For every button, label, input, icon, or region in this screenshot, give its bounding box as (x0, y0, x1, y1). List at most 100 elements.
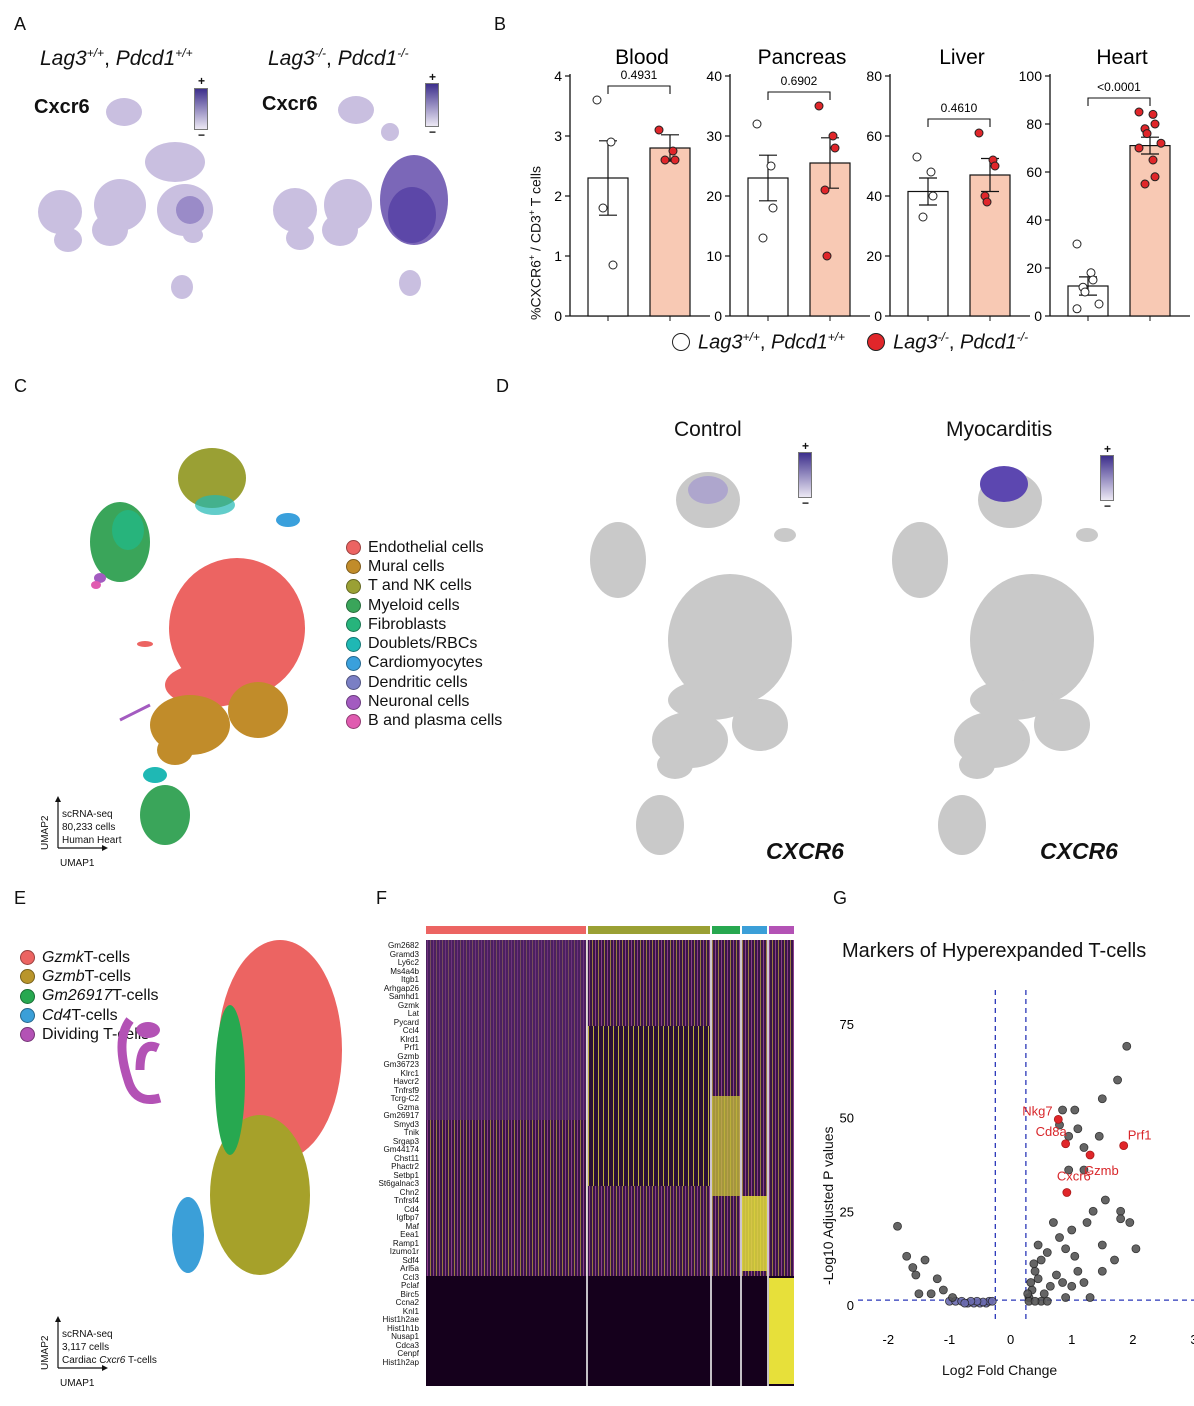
bar (1129, 144, 1171, 317)
umap-cluster (145, 142, 205, 182)
legend-item: B and plasma cells (346, 712, 502, 731)
scale-minus: − (802, 496, 810, 510)
volcano-point (914, 1289, 924, 1299)
legend-item: Cardiomyocytes (346, 654, 502, 673)
umap-cluster-dividing (117, 1017, 162, 1104)
panel-a-gene-left: Cxcr6 (34, 96, 90, 118)
panel-e-note: scRNA-seq 3,117 cells Cardiac Cxcr6 T-cell… (62, 1329, 157, 1366)
heatmap-gene-label: Havcr2 (393, 1077, 419, 1086)
umap-cluster (399, 270, 421, 296)
y-tick-label: 40 (866, 188, 882, 204)
heatmap-gene-label: Sdf4 (402, 1255, 419, 1265)
expression-scale-bar (1100, 455, 1114, 501)
volcano-point (1082, 1218, 1092, 1227)
umap-cluster (381, 123, 399, 141)
significance-bracket (927, 118, 991, 127)
x-tick-label: -1 (944, 1332, 956, 1347)
data-point (598, 203, 608, 213)
y-tick-label: 60 (866, 128, 882, 144)
volcano-point (1131, 1244, 1141, 1254)
panel-c-note: scRNA-seq 80,233 cells Human Heart (62, 809, 122, 846)
legend-wt-marker (672, 333, 690, 352)
y-tick-label: 20 (706, 188, 722, 204)
y-tick-label: 80 (866, 68, 882, 84)
volcano-point (1122, 1041, 1132, 1051)
bar (747, 177, 789, 317)
data-point (1142, 129, 1152, 139)
data-point (1134, 143, 1144, 153)
volcano-point (1097, 1240, 1107, 1250)
umap-cluster-high (388, 187, 436, 243)
data-point (670, 155, 680, 165)
volcano-point (1052, 1270, 1061, 1280)
volcano-point (1030, 1266, 1040, 1276)
umap-cluster (286, 226, 314, 250)
umap-cluster (38, 190, 82, 234)
y-tick-label: 60 (1026, 164, 1042, 180)
panel-c-legend: Endothelial cells Mural cells T and NK c… (346, 538, 502, 731)
data-point (660, 155, 670, 165)
umap-cluster-neuronal (94, 573, 106, 583)
volcano-point (1045, 1281, 1055, 1291)
heatmap-gene-label: Tnik (403, 1128, 419, 1137)
volcano-point (932, 1274, 942, 1284)
heatmap-gene-label: Hist1h2ap (382, 1357, 419, 1367)
panel-b-bar-charts: Blood 0 1 2 3 4 0.4931 Pancreas 0 10 20 30 40 0.6902 L… (554, 46, 1190, 324)
significance-bracket (767, 91, 831, 100)
volcano-point (1073, 1124, 1083, 1134)
volcano-point-highlight (1053, 1114, 1063, 1124)
umap-cluster-t-nk (178, 448, 246, 508)
umap-cluster-mid (176, 196, 204, 224)
volcano-gene-label: Cd8a (1036, 1124, 1068, 1139)
data-point (1156, 138, 1166, 148)
expression-scale-bar (194, 88, 208, 130)
heatmap-gene-label: Samhd1 (388, 992, 419, 1001)
panel-label-a: A (14, 14, 27, 34)
volcano-point (938, 1285, 948, 1295)
volcano-point (1030, 1296, 1040, 1306)
p-value-label: 0.6902 (781, 74, 818, 88)
x-tick-label: 3 (1190, 1332, 1194, 1347)
data-point (982, 197, 992, 207)
volcano-point (1033, 1274, 1043, 1284)
data-point (928, 191, 938, 201)
volcano-point (1073, 1266, 1083, 1276)
scale-minus: − (198, 128, 206, 142)
data-point (766, 161, 776, 171)
bar (969, 174, 1011, 317)
heatmap-gene-label: Gzmk (397, 1000, 419, 1010)
heatmap-gene-label: Maf (405, 1221, 420, 1231)
heatmap-body-lower (426, 1276, 794, 1386)
heatmap-gene-label: Ccna2 (395, 1298, 419, 1307)
heatmap-gene-label: Cdca3 (395, 1340, 419, 1350)
umap-cluster-gm26917 (215, 1005, 245, 1155)
umap-cluster (171, 275, 193, 299)
umap-cluster (106, 98, 142, 126)
heatmap-gene-label: Srgap3 (392, 1136, 419, 1146)
heatmap-gene-label: Tnfrsf4 (393, 1196, 419, 1205)
umap-cluster (322, 214, 358, 246)
volcano-point-highlight (1062, 1188, 1072, 1197)
panel-g-volcano: 0 25 50 75 -2 -1 0 1 2 3 Nkg7 Cd8a Gzmb Prf1 Cxcr6 (840, 990, 1194, 1347)
chart-title: Liver (939, 46, 985, 69)
scale-minus: − (1104, 499, 1112, 513)
heatmap-group-bar (742, 926, 767, 934)
volcano-gene-label: Nkg7 (1022, 1103, 1052, 1118)
y-tick-label: 30 (706, 128, 722, 144)
legend-wt-label: Lag3+/+, Pdcd1+/+ (698, 330, 846, 354)
bar (649, 147, 691, 317)
heatmap-gene-label: Gm36723 (383, 1060, 419, 1069)
panel-e-umap (117, 940, 342, 1275)
y-tick-label: 20 (866, 248, 882, 264)
heatmap-gene-label: Igfbp7 (396, 1213, 419, 1222)
significance-bracket (1087, 97, 1151, 106)
volcano-point (902, 1251, 912, 1261)
heatmap-gene-label: Gzma (397, 1102, 419, 1112)
data-point (758, 233, 768, 243)
scale-plus: + (802, 439, 810, 453)
panel-e-axis-x: UMAP1 (60, 1378, 95, 1389)
volcano-point (1079, 1165, 1089, 1175)
umap-cluster-gzmk (218, 940, 342, 1160)
umap-cluster-gzmb (210, 1115, 310, 1275)
y-tick-label: 0 (554, 308, 562, 324)
